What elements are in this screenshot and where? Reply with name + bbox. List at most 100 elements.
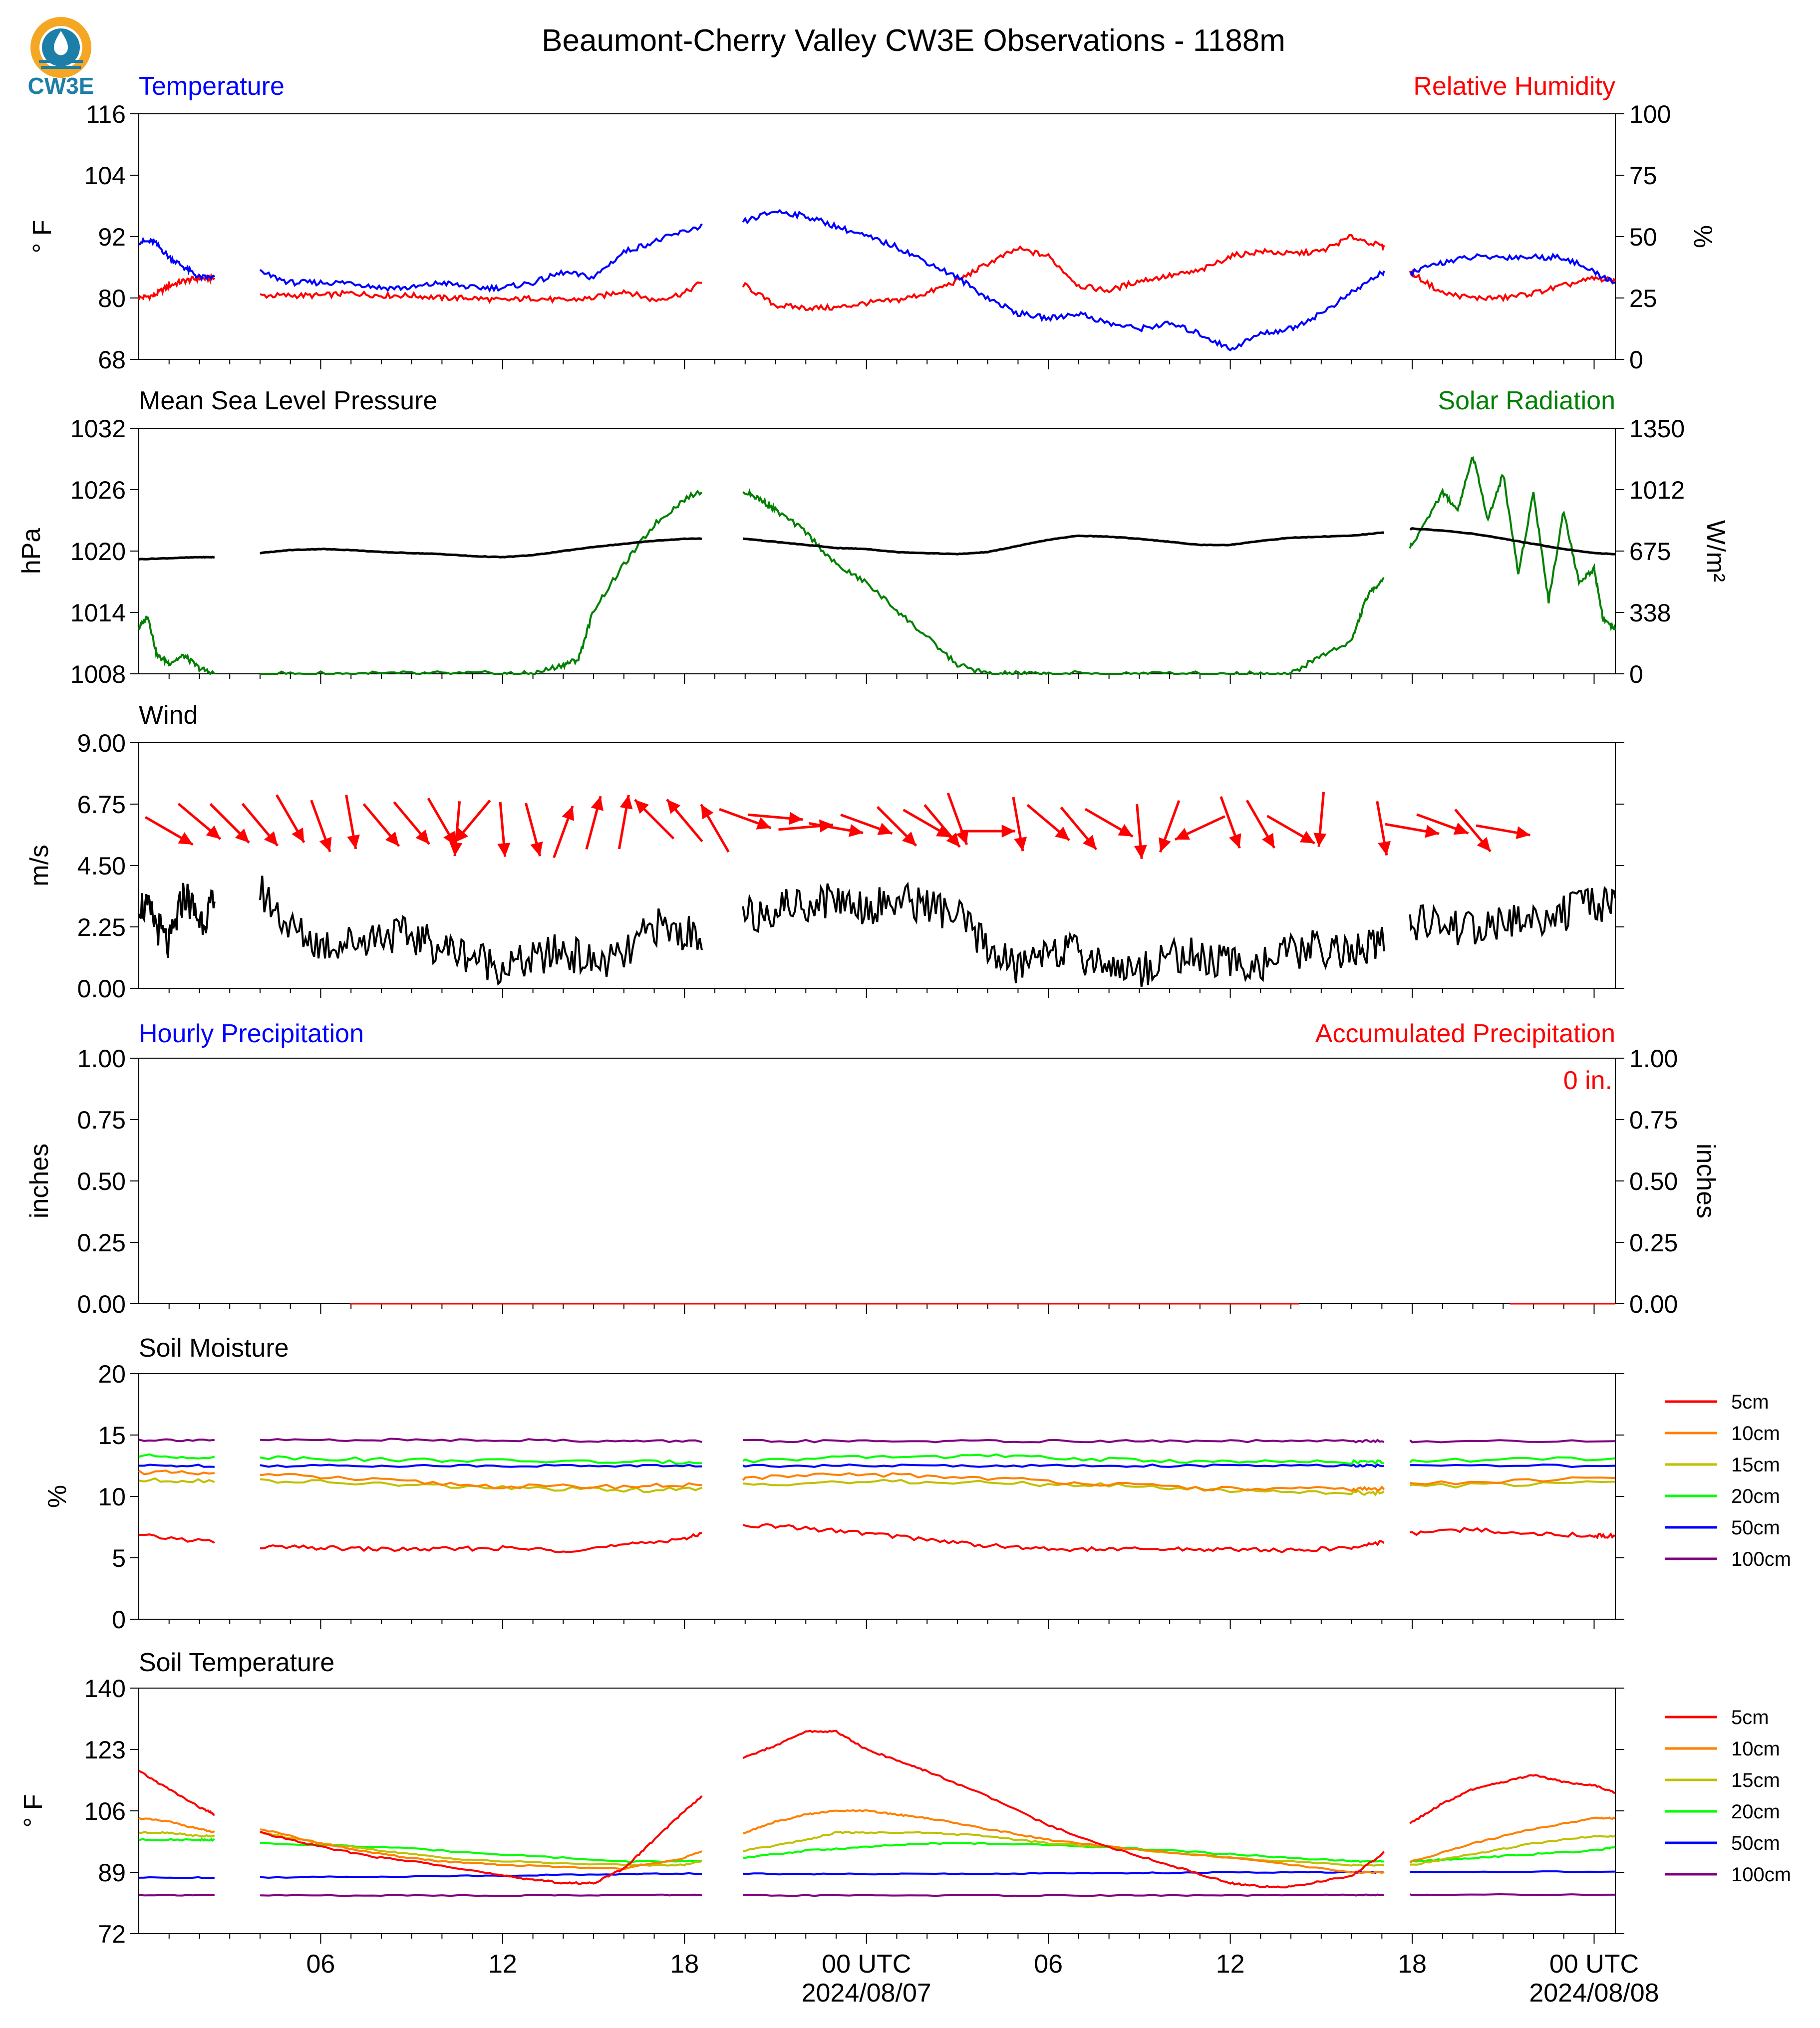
right-tick-label: 100	[1629, 100, 1671, 128]
left-tick-label: 1014	[70, 599, 126, 627]
wind-direction-arrow	[923, 804, 961, 848]
logo-wave-1	[39, 60, 83, 63]
wind-direction-arrow	[241, 803, 279, 847]
wind-direction-arrow	[553, 806, 575, 859]
wind-arrow-head	[206, 825, 221, 839]
wind-arrow-head	[264, 831, 278, 846]
humidity-title: Relative Humidity	[1413, 72, 1615, 101]
left-tick-label: 1020	[70, 538, 126, 566]
wind-arrow-head	[178, 832, 193, 845]
wind-left-ticks: 0.00 2.25 4.50 6.75 9.00	[77, 729, 139, 1003]
x-tick-label: 12	[1216, 1950, 1245, 1979]
temperature-plot-frame	[138, 113, 1616, 360]
right-tick-label: 75	[1629, 162, 1657, 190]
x-tick-label: 00 UTC	[1549, 1950, 1639, 1979]
temperature-title: Temperature	[139, 72, 285, 101]
wind-arrow-head	[1313, 833, 1327, 847]
wind-direction-arrow	[809, 822, 864, 837]
left-tick-label: 6.75	[77, 791, 126, 819]
soil-moisture-x-ticks	[168, 1619, 1595, 1629]
wind-right-ticks	[1615, 742, 1624, 989]
right-tick-label: 1.00	[1629, 1045, 1678, 1073]
left-tick-label: 2.25	[77, 913, 126, 941]
series-line-15cm	[138, 1830, 1616, 1867]
wind-direction-arrow	[1385, 823, 1440, 838]
x-tick-label: 06	[306, 1950, 335, 1979]
left-tick-label: 104	[84, 162, 126, 190]
x-date-label: 2024/08/07	[802, 1979, 931, 2008]
left-tick-label: 0	[112, 1606, 126, 1634]
left-tick-label: 92	[98, 223, 126, 251]
left-tick-label: 10	[98, 1483, 126, 1511]
wind-direction-arrow	[1454, 809, 1492, 853]
pressure-series	[138, 456, 1616, 676]
precip-accum-title: Accumulated Precipitation	[1315, 1019, 1615, 1048]
humidity-line	[138, 234, 1616, 312]
precip-panel: Hourly Precipitation Accumulated Precipi…	[25, 1019, 1720, 1318]
temperature-ylabel: ° F	[28, 220, 57, 253]
right-tick-label: 1350	[1629, 415, 1685, 443]
wind-direction-arrow	[719, 808, 772, 830]
wind-arrow-head	[1262, 833, 1274, 848]
wind-arrow-head	[319, 837, 332, 852]
wind-direction-arrow	[1416, 813, 1469, 835]
right-tick-label: 675	[1629, 538, 1671, 566]
right-tick-label: 338	[1629, 599, 1671, 627]
chart-title: Beaumont-Cherry Valley CW3E Observations…	[542, 23, 1285, 58]
logo-sun-ring	[30, 17, 91, 78]
wind-speed-line	[138, 875, 1616, 987]
logo-text: CW3E	[28, 73, 94, 99]
soil-temp-panel: Soil Temperature 72 89 106 123 140 ° F 5cm 10…	[19, 1648, 1791, 2008]
temperature-panel: Temperature Relative Humidity 68 80 92 104 1…	[28, 72, 1717, 374]
left-tick-label: 80	[98, 285, 126, 312]
wind-arrow-head	[292, 827, 304, 843]
series-line-5cm	[138, 1730, 1615, 1889]
left-tick-label: 106	[84, 1797, 126, 1825]
soil-moisture-ylabel: %	[43, 1485, 72, 1508]
wind-arrow-head	[1453, 822, 1469, 835]
soil-temp-legend: 5cm 10cm 15cm 20cm 50cm 100cm	[1665, 1707, 1791, 1886]
left-tick-label: 4.50	[77, 852, 126, 880]
wind-arrow-head	[849, 824, 864, 837]
wind-direction-arrow	[960, 825, 1015, 838]
wind-title: Wind	[139, 701, 198, 730]
legend-label: 10cm	[1731, 1738, 1780, 1760]
right-tick-label: 0.25	[1629, 1229, 1678, 1257]
pressure-title: Mean Sea Level Pressure	[139, 386, 437, 415]
left-tick-label: 0.25	[77, 1229, 126, 1257]
left-tick-label: 140	[84, 1675, 126, 1703]
temperature-left-ticks: 68 80 92 104 116	[84, 100, 139, 374]
wind-arrow-head	[935, 825, 951, 838]
wind-direction-arrow	[585, 796, 604, 850]
wind-direction-arrow	[1245, 800, 1276, 849]
wind-arrow-head	[1425, 825, 1440, 838]
left-tick-label: 1032	[70, 415, 126, 443]
wind-arrow-head	[454, 828, 469, 843]
right-tick-label: 0	[1629, 346, 1643, 374]
left-tick-label: 123	[84, 1736, 126, 1764]
wind-arrow-head	[497, 843, 511, 857]
soil-moisture-panel: Soil Moisture 0 5 10 15 20 % 5cm 10cm 15cm 20cm…	[43, 1334, 1791, 1634]
wind-arrow-head	[1159, 837, 1171, 853]
soil-moisture-series	[138, 1438, 1616, 1553]
legend-label: 10cm	[1731, 1423, 1780, 1445]
legend-label: 15cm	[1731, 1769, 1780, 1791]
soil-temp-ylabel: ° F	[19, 1794, 48, 1827]
wind-direction-arrow	[1134, 804, 1147, 859]
pressure-panel: Mean Sea Level Pressure Solar Radiation …	[17, 386, 1730, 688]
legend-label: 50cm	[1731, 1517, 1780, 1539]
wind-arrow-head	[701, 804, 714, 820]
wind-direction-arrow	[1159, 800, 1181, 853]
wind-arrow-head	[789, 812, 803, 825]
wind-arrow-head	[756, 817, 771, 830]
humidity-ylabel: %	[1688, 225, 1717, 248]
wind-arrow-head	[1014, 837, 1027, 852]
wind-arrow-head	[1082, 835, 1097, 850]
series-line-100cm	[138, 1893, 1616, 1897]
series-line-20cm	[138, 1837, 1616, 1863]
legend-label: 50cm	[1731, 1832, 1780, 1854]
logo-drop-icon	[53, 31, 68, 55]
wind-direction-arrow	[1376, 801, 1391, 856]
series-line-5cm	[138, 1523, 1616, 1553]
